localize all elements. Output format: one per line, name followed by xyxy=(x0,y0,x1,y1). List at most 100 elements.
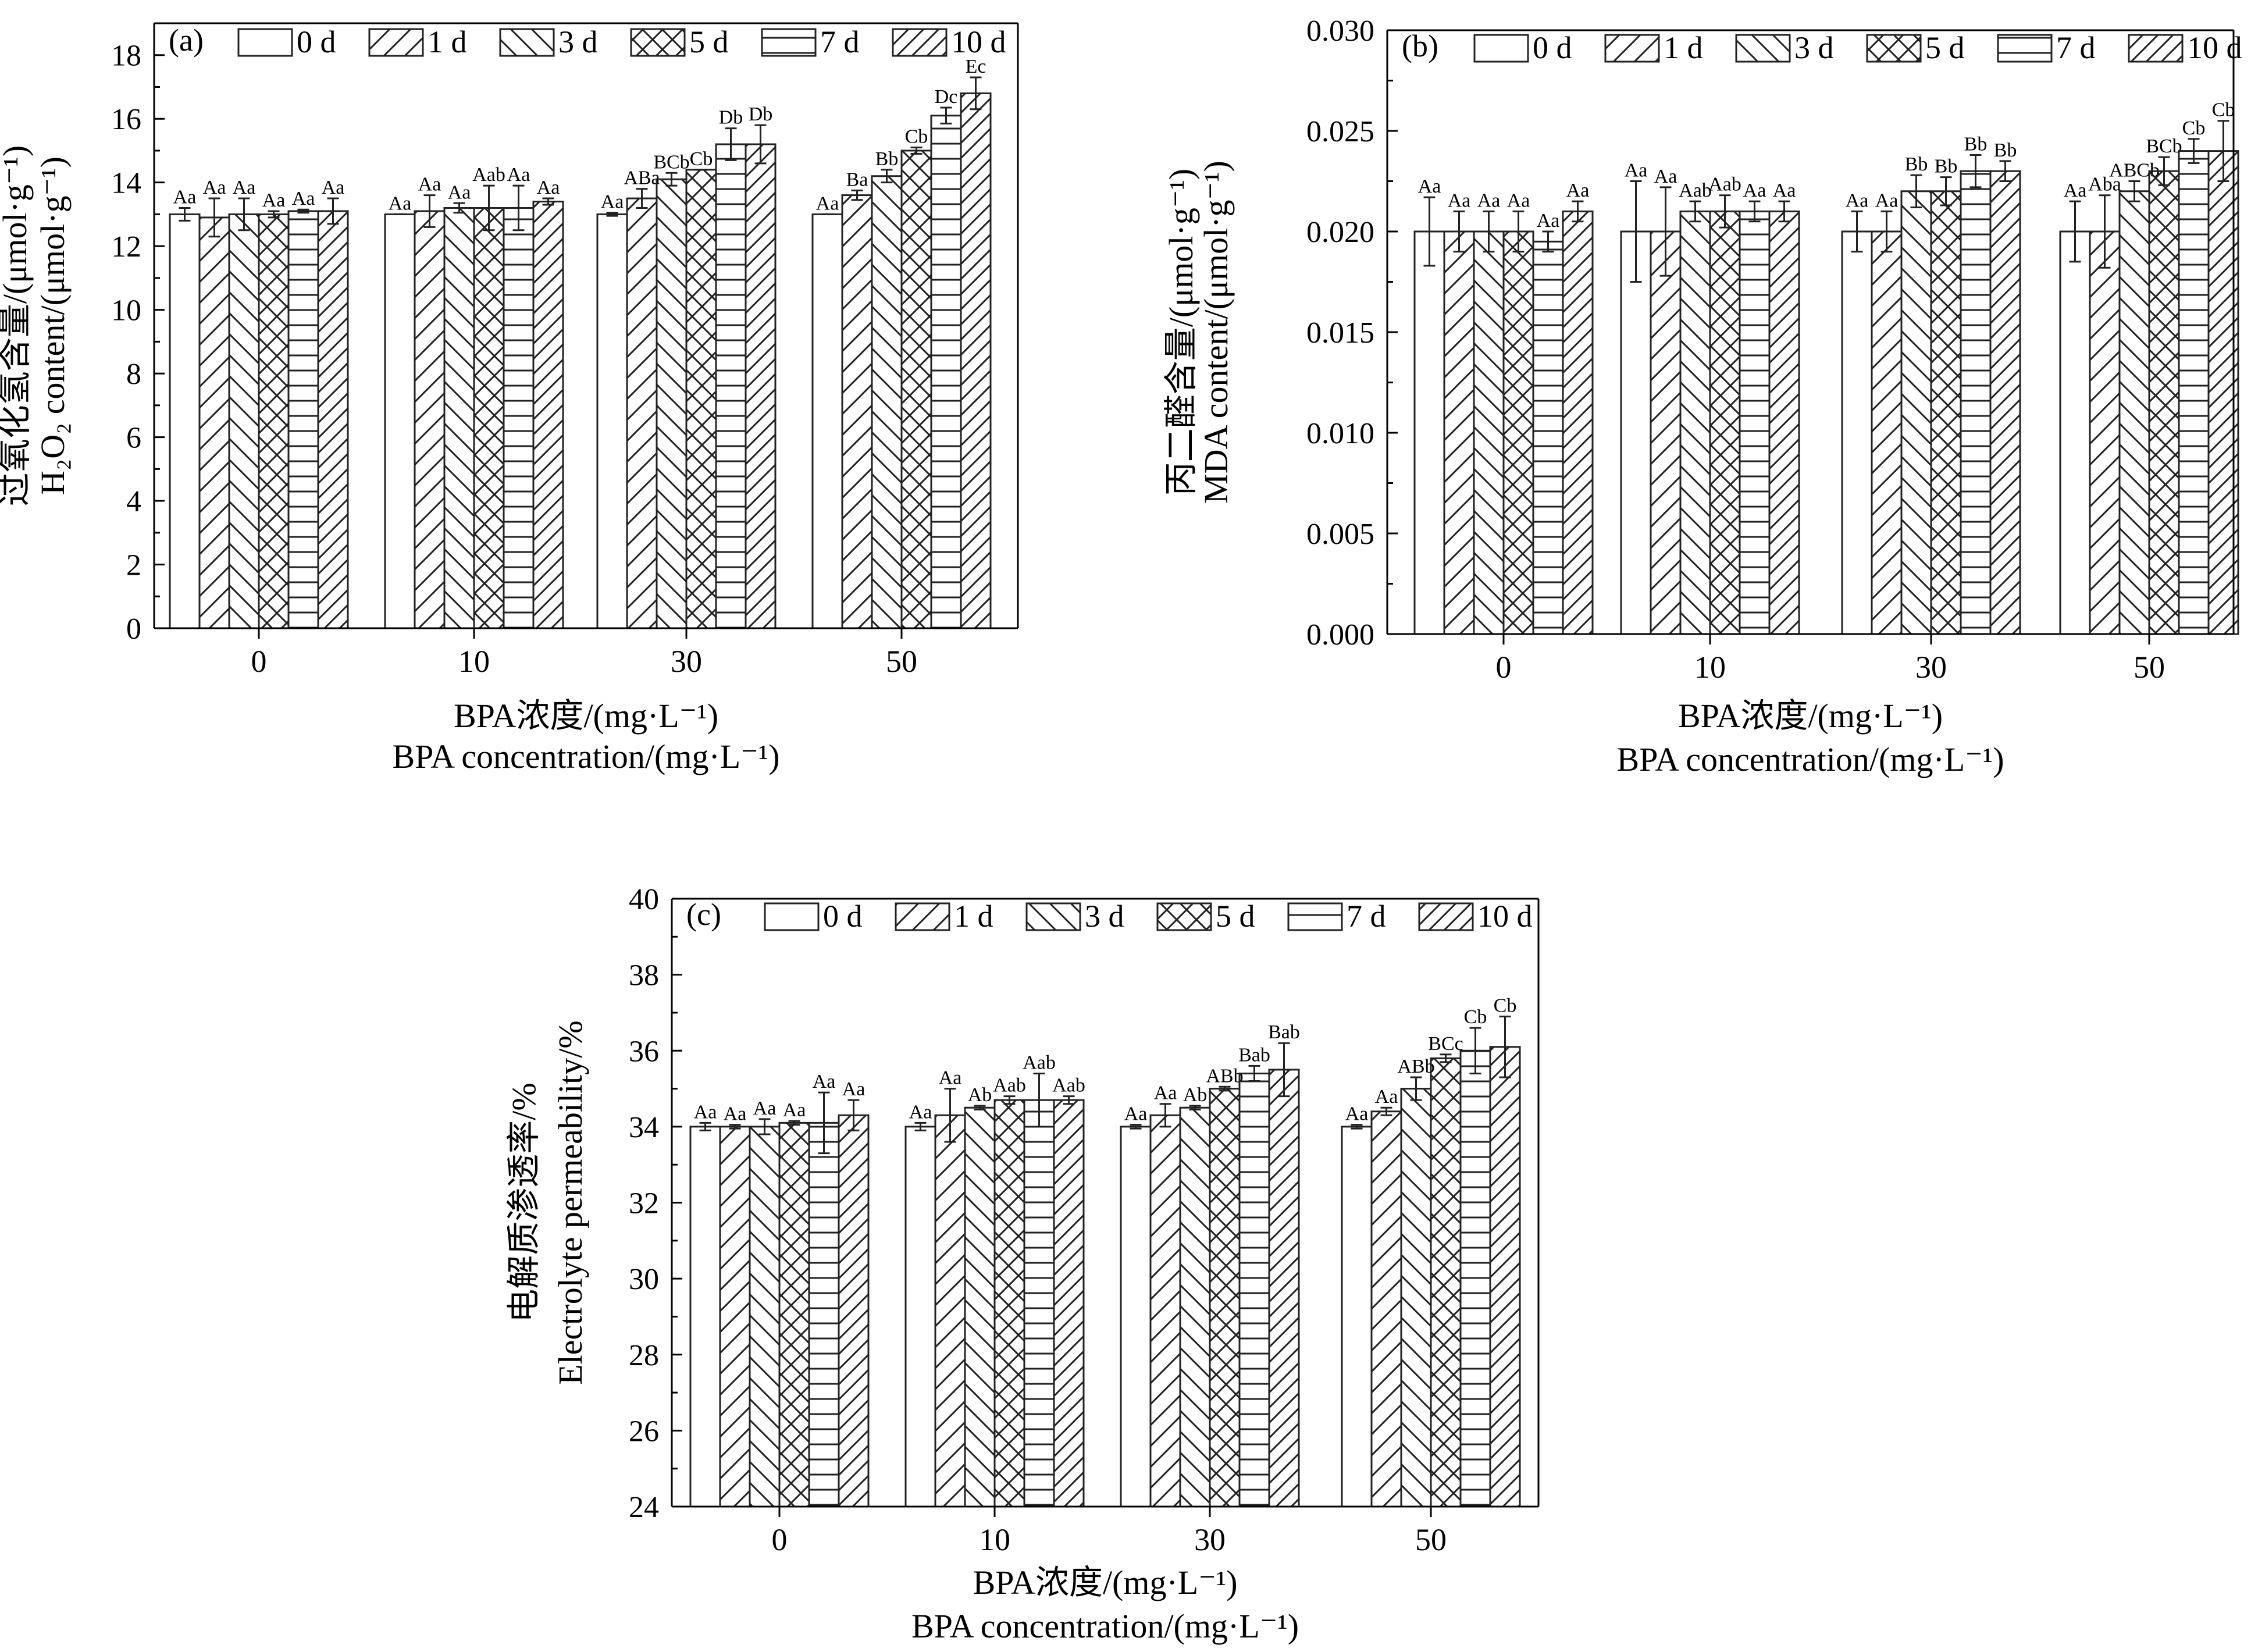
significance-label: Bb xyxy=(875,148,899,170)
bar-0-1d xyxy=(1443,230,1475,635)
significance-label: BCb xyxy=(2146,136,2182,157)
legend-swatch-5d xyxy=(1156,902,1212,931)
x-tick-label: 10 xyxy=(1694,650,1726,685)
x-axis-label-cn: BPA浓度/(mg·L⁻¹) xyxy=(973,1564,1237,1601)
bar-30-1d xyxy=(1149,1114,1181,1508)
y-tick-label: 12 xyxy=(111,230,141,264)
legend-swatch-7d xyxy=(1997,34,2053,63)
significance-label: Aa xyxy=(173,186,197,208)
significance-label: Aa xyxy=(1743,180,1766,201)
bar-50-0d xyxy=(811,213,843,629)
bar-10-1d xyxy=(414,210,446,629)
significance-label: Aa xyxy=(1875,190,1899,211)
significance-label: Aa xyxy=(1154,1083,1177,1104)
x-tick-label: 50 xyxy=(886,644,917,679)
x-tick-label: 50 xyxy=(1415,1522,1447,1557)
significance-label: Aab xyxy=(1052,1075,1085,1096)
significance-label: Cb xyxy=(2212,99,2235,121)
y-tick-label: 2 xyxy=(126,549,141,582)
y-tick-label: 4 xyxy=(126,485,141,518)
legend-swatch-5d xyxy=(630,28,686,57)
significance-label: Aab xyxy=(1708,174,1741,195)
x-tick-label: 0 xyxy=(1496,650,1512,685)
bar-10-1d xyxy=(934,1114,966,1508)
y-tick-label: 34 xyxy=(629,1111,659,1144)
x-tick-label: 0 xyxy=(772,1522,788,1557)
bar-10-5d xyxy=(473,206,505,629)
bar-30-1d xyxy=(1871,230,1903,635)
bar-30-0d xyxy=(1841,230,1873,635)
x-tick-label: 30 xyxy=(1194,1522,1226,1557)
significance-label: Aba xyxy=(2088,174,2121,195)
significance-label: Aa xyxy=(1477,190,1501,211)
significance-label: Db xyxy=(719,107,743,129)
significance-label: Aa xyxy=(783,1099,806,1121)
significance-label: Ec xyxy=(966,56,986,77)
y-tick-label: 26 xyxy=(629,1415,659,1448)
panel-label: (a) xyxy=(169,23,204,58)
x-tick-label: 0 xyxy=(251,644,267,679)
bar-0-10d xyxy=(838,1114,870,1508)
significance-label: Dc xyxy=(935,86,958,108)
legend-label: 3 d xyxy=(1085,899,1124,934)
bar-50-7d xyxy=(2178,150,2210,635)
bar-10-3d xyxy=(1679,210,1711,635)
legend-swatch-1d xyxy=(1604,34,1660,63)
bar-10-7d xyxy=(503,206,535,629)
significance-label: Aa xyxy=(842,1078,866,1100)
bar-30-10d xyxy=(1268,1069,1300,1508)
significance-label: BCc xyxy=(1428,1033,1463,1055)
y-axis-label-cn: 丙二醛含量/(μmol·g⁻¹) xyxy=(1162,169,1200,496)
bar-0-10d xyxy=(1562,210,1594,635)
significance-label: Aa xyxy=(1846,190,1869,211)
legend-swatch-0d xyxy=(764,902,820,931)
significance-label: Aa xyxy=(322,177,345,198)
significance-label: Aa xyxy=(389,193,412,214)
legend-label: 10 d xyxy=(1477,899,1533,934)
bar-30-7d xyxy=(1238,1072,1270,1508)
bar-10-1d xyxy=(1650,230,1682,635)
bar-50-5d xyxy=(900,149,932,629)
significance-label: Bb xyxy=(1994,140,2017,161)
significance-label: Bab xyxy=(1238,1044,1270,1066)
y-tick-label: 16 xyxy=(111,103,141,136)
bar-50-10d xyxy=(1489,1046,1521,1508)
bar-0-3d xyxy=(1473,230,1505,635)
y-tick-label: 6 xyxy=(126,422,141,455)
significance-label: Aa xyxy=(418,174,441,195)
bar-30-5d xyxy=(685,169,717,629)
significance-label: Ab xyxy=(968,1084,992,1106)
bar-50-0d xyxy=(2059,230,2091,635)
bar-0-3d xyxy=(228,213,260,629)
bar-10-7d xyxy=(1023,1099,1055,1508)
legend-label: 0 d xyxy=(297,24,336,59)
y-axis-label-en: Electrolyte permeability/% xyxy=(551,1020,589,1384)
significance-label: Aab xyxy=(1679,180,1712,201)
bar-0-0d xyxy=(169,213,201,629)
legend-label: 5 d xyxy=(1216,899,1255,934)
bar-0-1d xyxy=(198,216,230,629)
bar-30-3d xyxy=(1900,190,1932,635)
legend-label: 3 d xyxy=(1794,30,1834,65)
x-axis-label-en: BPA concentration/(mg·L⁻¹) xyxy=(392,738,779,775)
y-tick-label: 24 xyxy=(629,1491,659,1524)
legend-label: 0 d xyxy=(823,899,863,934)
legend-swatch-3d xyxy=(1735,34,1791,63)
significance-label: Bab xyxy=(1268,1021,1300,1043)
significance-label: Bb xyxy=(1905,154,1928,175)
significance-label: Aa xyxy=(233,177,256,198)
significance-label: ABb xyxy=(1397,1056,1434,1077)
bar-10-0d xyxy=(904,1126,936,1508)
significance-label: Aa xyxy=(1566,180,1590,201)
bar-10-3d xyxy=(964,1106,996,1508)
y-tick-label: 32 xyxy=(629,1187,659,1220)
legend-swatch-10d xyxy=(2128,34,2184,63)
bar-30-5d xyxy=(1930,190,1962,635)
bar-0-7d xyxy=(1532,240,1564,635)
significance-label: Aa xyxy=(262,190,286,211)
y-tick-label: 28 xyxy=(629,1339,659,1372)
y-tick-label: 18 xyxy=(111,40,141,73)
bar-50-5d xyxy=(2148,170,2180,635)
